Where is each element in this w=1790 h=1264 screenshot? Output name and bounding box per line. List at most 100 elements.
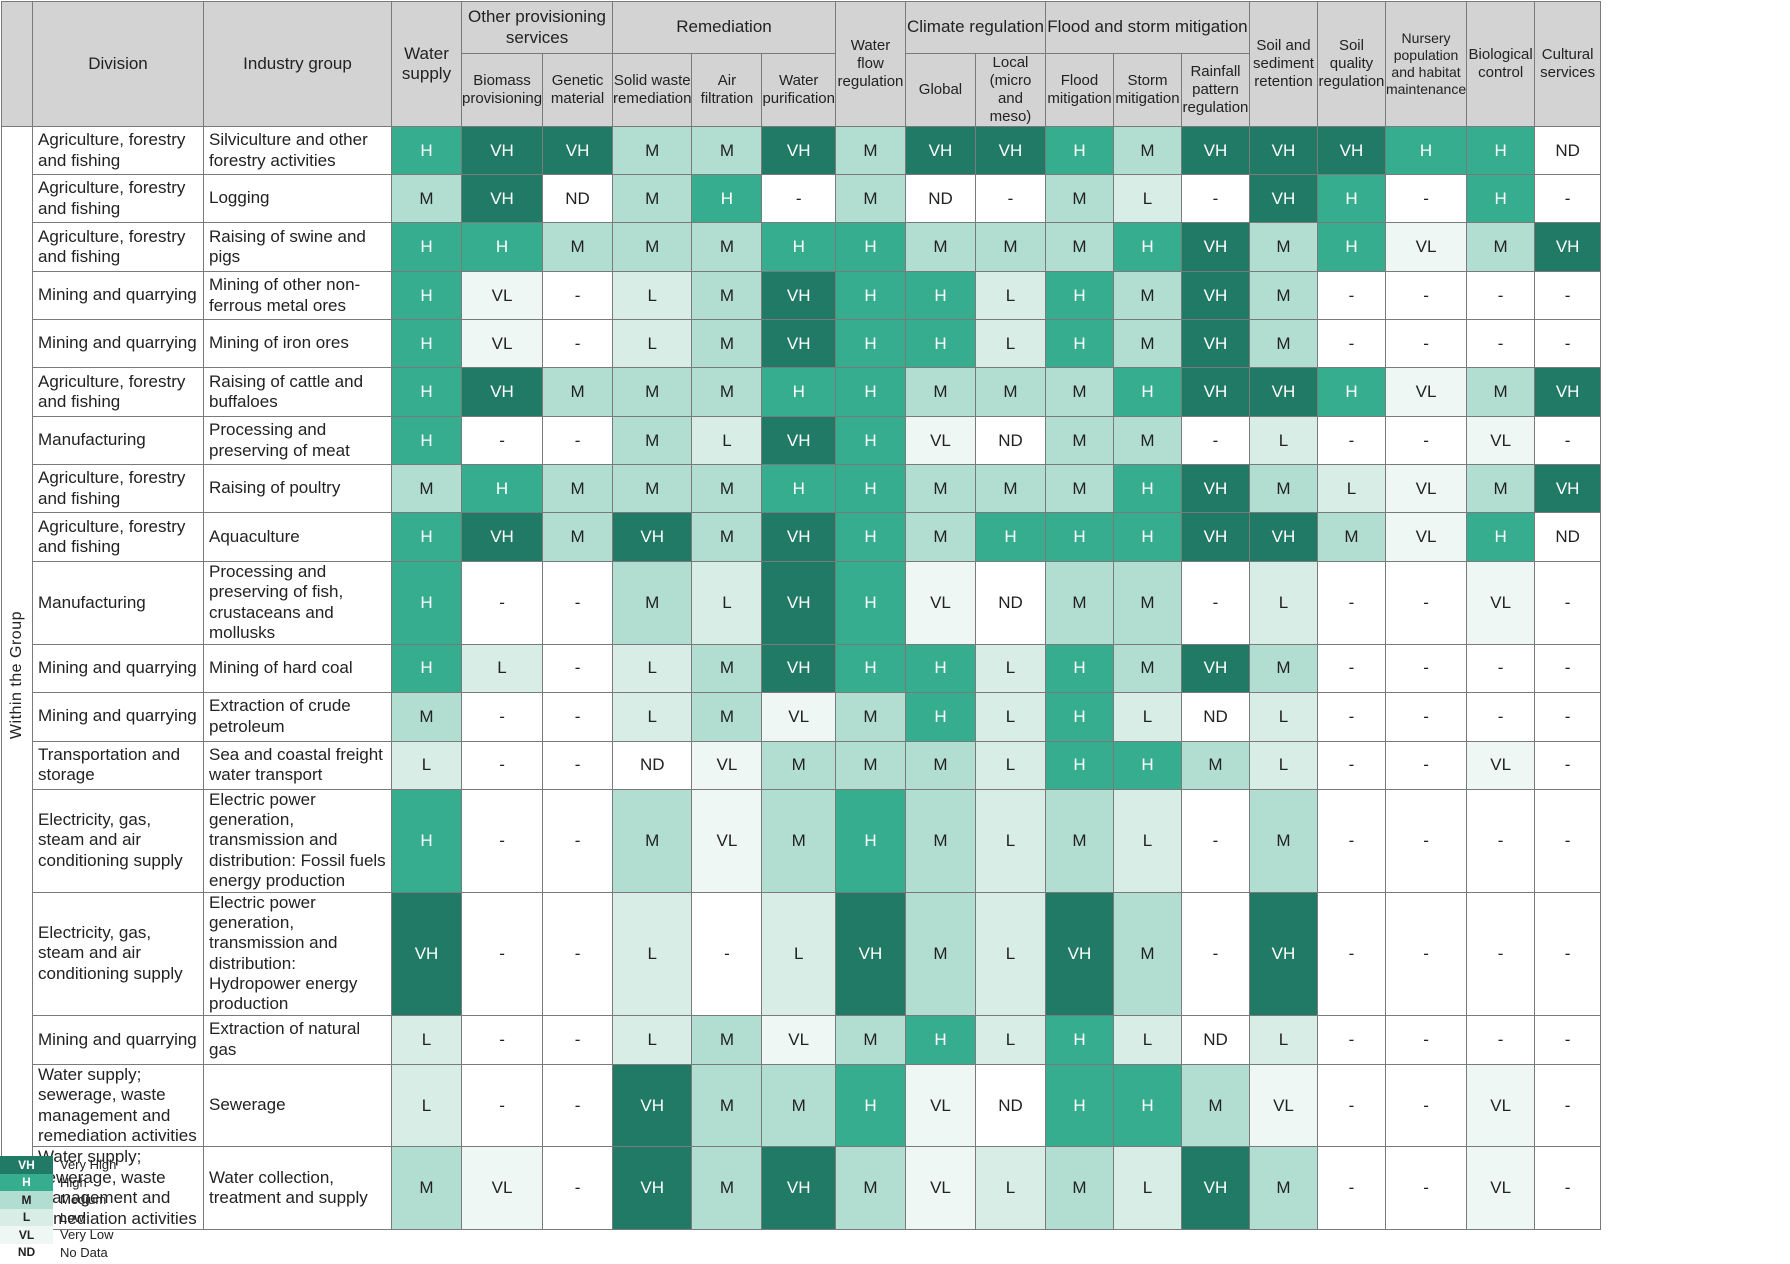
rating-cell: L: [1112, 788, 1182, 893]
rating-cell: M: [1112, 561, 1182, 645]
rating-cell: M: [612, 126, 693, 175]
rating-cell: L: [974, 691, 1046, 742]
rating-cell: H: [1316, 367, 1386, 417]
header-remediation: Remediation: [612, 1, 836, 54]
rating-cell: VH: [761, 271, 836, 320]
header-cultural: Cultural services: [1534, 1, 1602, 127]
rating-cell: M: [1248, 271, 1318, 320]
rating-cell: -: [1534, 740, 1602, 790]
division-cell: Mining and quarrying: [32, 691, 204, 742]
rating-cell: VH: [1180, 512, 1250, 562]
rating-cell: -: [1316, 319, 1386, 368]
rating-cell: -: [542, 1146, 614, 1230]
rating-cell: VH: [1180, 126, 1250, 175]
rating-cell: H: [391, 643, 462, 693]
rating-cell: -: [1534, 1146, 1602, 1230]
rating-cell: L: [460, 643, 544, 693]
industry-group-cell: Extraction of natural gas: [203, 1014, 392, 1065]
rating-cell: M: [1044, 788, 1114, 893]
rating-cell: H: [391, 222, 462, 272]
rating-cell: M: [1112, 416, 1182, 465]
rating-cell: -: [1384, 174, 1468, 223]
rating-cell: VL: [1248, 1063, 1318, 1148]
rating-cell: -: [1534, 643, 1602, 693]
rating-cell: L: [1248, 416, 1318, 465]
rating-cell: M: [904, 367, 976, 417]
rating-cell: M: [834, 740, 906, 790]
rating-cell: L: [1248, 740, 1318, 790]
table-row: Mining and quarrying Mining of iron ores H…: [2, 319, 1602, 368]
rating-cell: VH: [761, 126, 836, 175]
rating-cell: -: [691, 891, 763, 1016]
rating-cell: H: [834, 561, 906, 645]
rating-cell: L: [1112, 1014, 1182, 1065]
rating-cell: H: [391, 416, 462, 465]
rating-cell: M: [904, 222, 976, 272]
legend-label: Medium: [60, 1192, 107, 1208]
rating-cell: H: [391, 512, 462, 562]
rating-cell: M: [1044, 416, 1114, 465]
rating-cell: M: [391, 1146, 462, 1230]
rating-cell: -: [1384, 1014, 1468, 1065]
industry-group-cell: Extraction of crude petroleum: [203, 691, 392, 742]
rating-cell: VL: [1466, 740, 1536, 790]
rating-cell: H: [391, 367, 462, 417]
rating-cell: H: [1316, 222, 1386, 272]
legend-swatch: VH: [0, 1156, 53, 1174]
division-cell: Water supply; sewerage, waste management…: [32, 1146, 204, 1230]
rating-cell: M: [1044, 174, 1114, 223]
dependency-matrix: Division Industry group Water supply Oth…: [1, 1, 1602, 1230]
division-cell: Mining and quarrying: [32, 643, 204, 693]
rating-cell: H: [1044, 691, 1114, 742]
rating-cell: M: [904, 891, 976, 1016]
rating-cell: H: [1044, 1014, 1114, 1065]
rating-cell: -: [1316, 788, 1386, 893]
rating-cell: -: [1384, 561, 1468, 645]
rating-cell: H: [834, 464, 906, 513]
rating-cell: L: [974, 1146, 1046, 1230]
rating-cell: M: [1044, 561, 1114, 645]
rating-cell: H: [834, 512, 906, 562]
rating-cell: -: [1316, 691, 1386, 742]
rating-cell: M: [1248, 222, 1318, 272]
division-cell: Agriculture, forestry and fishing: [32, 126, 204, 175]
header-solid-waste: Solid waste remediation: [612, 53, 693, 127]
rating-cell: -: [1534, 788, 1602, 893]
rating-cell: M: [1248, 1146, 1318, 1230]
rating-cell: H: [460, 464, 544, 513]
rating-cell: VL: [761, 691, 836, 742]
table-row: Agriculture, forestry and fishing Raising…: [2, 222, 1602, 272]
rating-cell: M: [691, 126, 763, 175]
rating-cell: VH: [1180, 319, 1250, 368]
rating-cell: ND: [904, 174, 976, 223]
header-other-provisioning: Other provisioning services: [460, 1, 614, 54]
rating-cell: L: [612, 691, 693, 742]
rating-cell: VH: [761, 319, 836, 368]
rating-cell: M: [1248, 643, 1318, 693]
rating-cell: L: [974, 643, 1046, 693]
rating-cell: L: [1112, 1146, 1182, 1230]
division-cell: Agriculture, forestry and fishing: [32, 222, 204, 272]
rating-cell: L: [1112, 174, 1182, 223]
rating-cell: ND: [974, 416, 1046, 465]
rating-cell: M: [612, 174, 693, 223]
rating-cell: M: [1112, 126, 1182, 175]
rating-cell: VL: [1466, 1063, 1536, 1148]
rating-cell: H: [1112, 367, 1182, 417]
rating-cell: -: [542, 643, 614, 693]
header-storm: Storm mitigation: [1112, 53, 1182, 127]
rating-cell: M: [1180, 1063, 1250, 1148]
division-cell: Electricity, gas, steam and air conditio…: [32, 788, 204, 893]
rating-cell: H: [1466, 174, 1536, 223]
rating-cell: H: [904, 1014, 976, 1065]
header-global: Global: [904, 53, 976, 127]
header-nursery: Nursery population and habitat maintenan…: [1384, 1, 1468, 127]
rating-cell: -: [1180, 561, 1250, 645]
rating-cell: M: [834, 1146, 906, 1230]
rating-cell: VH: [1180, 271, 1250, 320]
rating-cell: -: [1534, 416, 1602, 465]
rating-cell: ND: [612, 740, 693, 790]
table-row: Agriculture, forestry and fishing Raising…: [2, 367, 1602, 417]
rating-cell: ND: [1180, 691, 1250, 742]
header-genetic: Genetic material: [542, 53, 614, 127]
